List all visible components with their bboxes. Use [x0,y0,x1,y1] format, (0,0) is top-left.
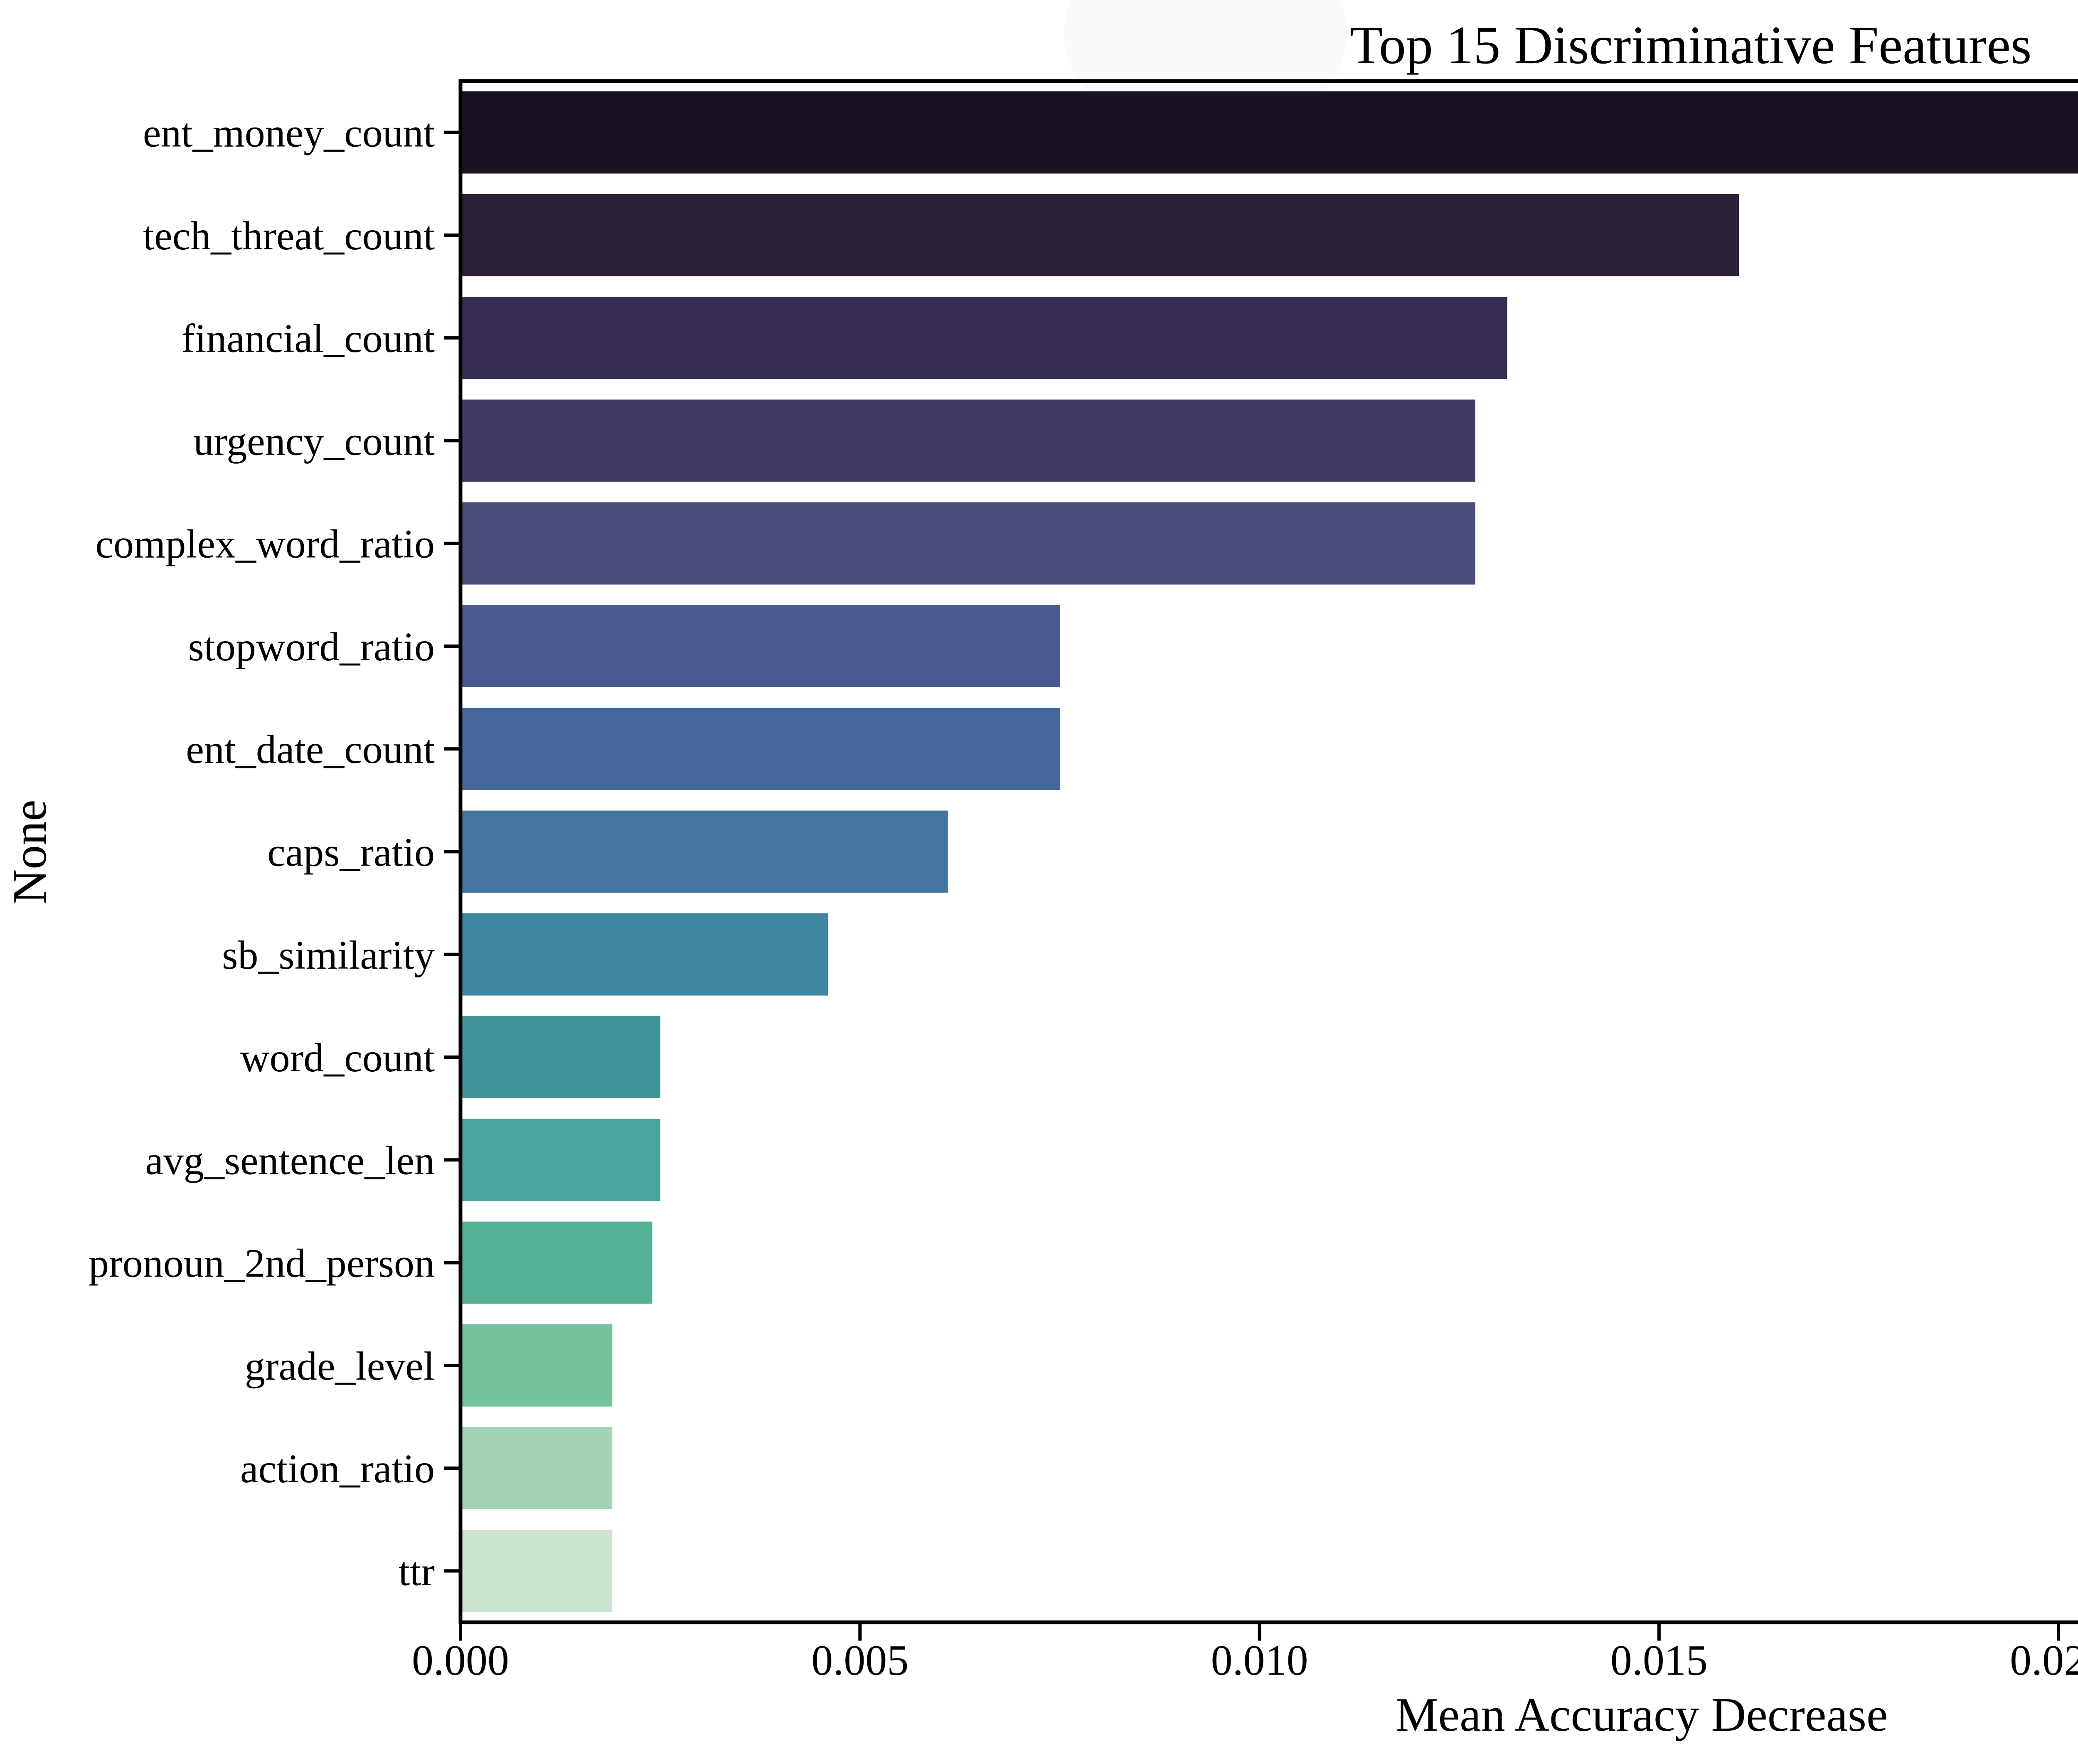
chart-title: Top 15 Discriminative Features [1350,15,2032,75]
y-tick-label-sb_similarity: sb_similarity [222,933,435,978]
bar-complex_word_ratio [462,502,1475,585]
tick-labels-group: ent_money_count tech_threat_count financia… [89,111,2078,1684]
bar-stopword_ratio [462,605,1060,687]
bar-tech_threat_count [462,194,1739,276]
bar-urgency_count [462,399,1475,482]
bar-action_ratio [462,1427,613,1510]
bars-group [462,91,2078,1612]
bar-ent_date_count [462,708,1060,790]
y-tick-label-avg_sentence_len: avg_sentence_len [145,1138,435,1183]
y-tick-label-ent_money_count: ent_money_count [143,111,435,156]
bar-ttr [462,1530,613,1612]
x-tick-label: 0.000 [412,1636,509,1684]
y-tick-label-tech_threat_count: tech_threat_count [143,214,435,258]
bar-caps_ratio [462,810,948,893]
x-tick-label: 0.005 [811,1636,909,1684]
bar-grade_level [462,1324,613,1407]
y-tick-label-stopword_ratio: stopword_ratio [188,625,435,669]
x-axis-label: Mean Accuracy Decrease [1395,1688,1888,1742]
y-tick-label-complex_word_ratio: complex_word_ratio [96,522,435,567]
x-tick-label: 0.015 [1610,1636,1708,1684]
bar-avg_sentence_len [462,1119,660,1201]
y-tick-label-action_ratio: action_ratio [240,1447,435,1491]
bar-ent_money_count [462,91,2078,174]
bar-sb_similarity [462,913,828,996]
bar-pronoun_2nd_person [462,1221,652,1304]
x-tick-label: 0.010 [1211,1636,1308,1684]
y-tick-label-urgency_count: urgency_count [193,419,435,464]
y-tick-label-financial_count: financial_count [181,316,435,361]
y-tick-label-caps_ratio: caps_ratio [267,830,435,875]
y-axis-label: None [3,800,57,904]
y-tick-label-ttr: ttr [399,1549,435,1594]
y-tick-label-word_count: word_count [240,1036,435,1080]
y-tick-label-pronoun_2nd_person: pronoun_2nd_person [89,1241,435,1286]
y-tick-label-grade_level: grade_level [245,1344,435,1389]
ticks-group [444,130,2061,1641]
bar-financial_count [462,297,1507,379]
y-tick-label-ent_date_count: ent_date_count [186,727,435,772]
x-tick-label: 0.020 [2010,1636,2078,1684]
plot-spines [458,79,2078,1624]
bar-word_count [462,1016,660,1098]
